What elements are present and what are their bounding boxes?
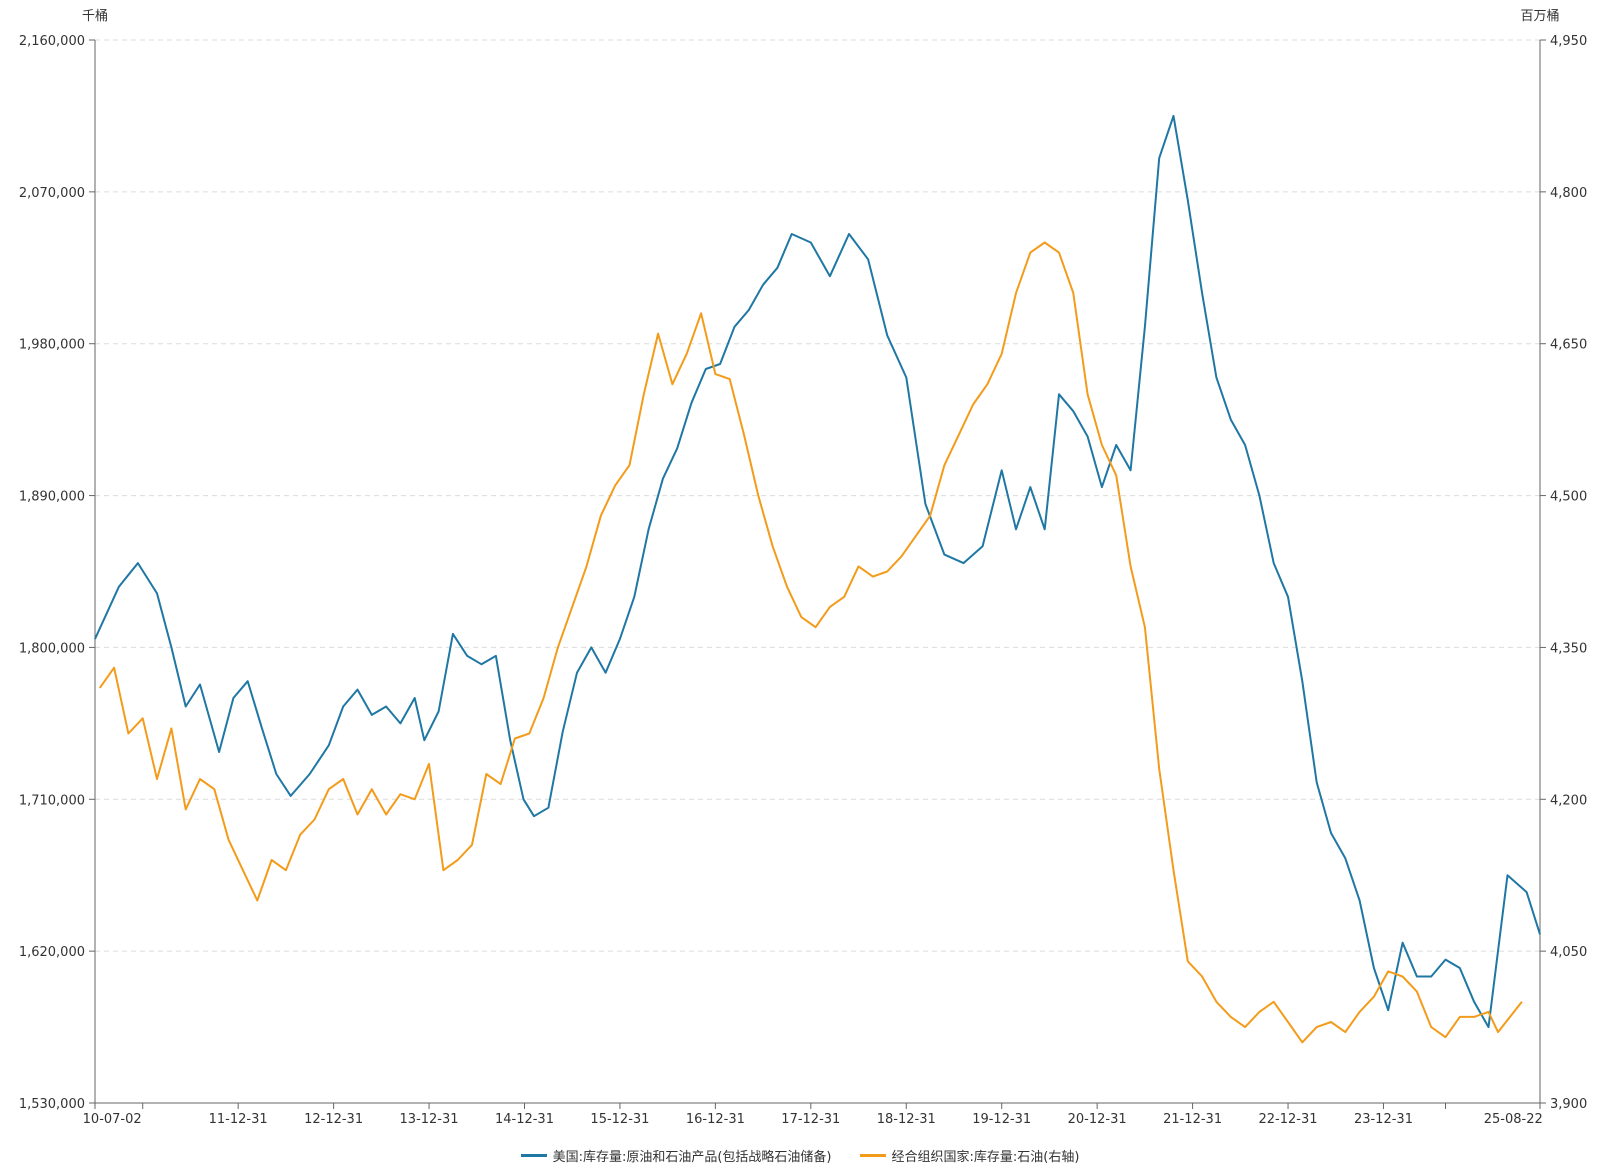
legend-item-us-stock[interactable]: 美国:库存量:原油和石油产品(包括战略石油储备) bbox=[520, 1145, 832, 1165]
right-tick-label: 3,900 bbox=[1550, 1097, 1587, 1112]
x-tick-label: 17-12-31 bbox=[781, 1112, 840, 1127]
x-tick-label: 22-12-31 bbox=[1259, 1112, 1318, 1127]
legend-swatch-oecd-stock bbox=[859, 1153, 886, 1157]
x-tick-label: 18-12-31 bbox=[877, 1112, 936, 1127]
series-layer bbox=[94, 114, 1541, 1044]
x-tick-label: 11-12-31 bbox=[209, 1112, 268, 1127]
left-y-ticks: 1,530,000 1,620,000 1,710,000 1,800,000 1,89… bbox=[19, 34, 95, 1112]
right-tick-label: 4,800 bbox=[1550, 186, 1587, 201]
right-tick-label: 4,050 bbox=[1550, 945, 1587, 960]
x-tick-label: 12-12-31 bbox=[304, 1112, 363, 1127]
left-tick-label: 2,160,000 bbox=[19, 34, 85, 49]
right-tick-label: 4,200 bbox=[1550, 793, 1587, 808]
x-tick-label: 15-12-31 bbox=[590, 1112, 649, 1127]
left-tick-label: 1,620,000 bbox=[19, 945, 85, 960]
left-tick-label: 1,980,000 bbox=[19, 338, 85, 353]
gridlines bbox=[95, 39, 1540, 952]
right-tick-label: 4,650 bbox=[1550, 338, 1587, 353]
legend-swatch-us-stock bbox=[520, 1153, 547, 1157]
left-unit-label: 千桶 bbox=[82, 9, 108, 24]
left-tick-label: 2,070,000 bbox=[19, 186, 85, 201]
left-tick-label: 1,800,000 bbox=[19, 641, 85, 656]
right-y-ticks: 3,900 4,050 4,200 4,350 4,500 4,650 4,800 4,950 bbox=[1540, 34, 1587, 1112]
x-tick-label: 14-12-31 bbox=[495, 1112, 554, 1127]
legend-item-oecd-stock[interactable]: 经合组织国家:库存量:石油(右轴) bbox=[859, 1145, 1080, 1165]
x-tick-label: 13-12-31 bbox=[400, 1112, 459, 1127]
x-ticks: 10-07-02 11-12-31 12-12-31 13-12-31 14-12-31… bbox=[83, 1103, 1543, 1127]
left-tick-label: 1,890,000 bbox=[19, 490, 85, 505]
left-tick-label: 1,530,000 bbox=[19, 1097, 85, 1112]
x-tick-label: 20-12-31 bbox=[1068, 1112, 1127, 1127]
series-line-oecd-stock bbox=[98, 241, 1523, 1044]
x-tick-label: 16-12-31 bbox=[686, 1112, 745, 1127]
x-tick-label: 25-08-22 bbox=[1484, 1112, 1543, 1127]
right-tick-label: 4,500 bbox=[1550, 490, 1587, 505]
series-line-us-stock bbox=[94, 114, 1541, 1029]
legend: 美国:库存量:原油和石油产品(包括战略石油储备) 经合组织国家:库存量:石油(右… bbox=[0, 1145, 1600, 1165]
x-tick-label: 19-12-31 bbox=[972, 1112, 1031, 1127]
x-tick-label: 23-12-31 bbox=[1354, 1112, 1413, 1127]
left-tick-label: 1,710,000 bbox=[19, 793, 85, 808]
axes bbox=[94, 40, 1541, 1104]
legend-label-us-stock: 美国:库存量:原油和石油产品(包括战略石油储备) bbox=[552, 1149, 832, 1165]
x-tick-label: 21-12-31 bbox=[1163, 1112, 1222, 1127]
right-unit-label: 百万桶 bbox=[1520, 9, 1559, 24]
x-tick-label: 10-07-02 bbox=[83, 1112, 142, 1127]
right-tick-label: 4,350 bbox=[1550, 641, 1587, 656]
legend-label-oecd-stock: 经合组织国家:库存量:石油(右轴) bbox=[891, 1149, 1080, 1165]
right-tick-label: 4,950 bbox=[1550, 34, 1587, 49]
